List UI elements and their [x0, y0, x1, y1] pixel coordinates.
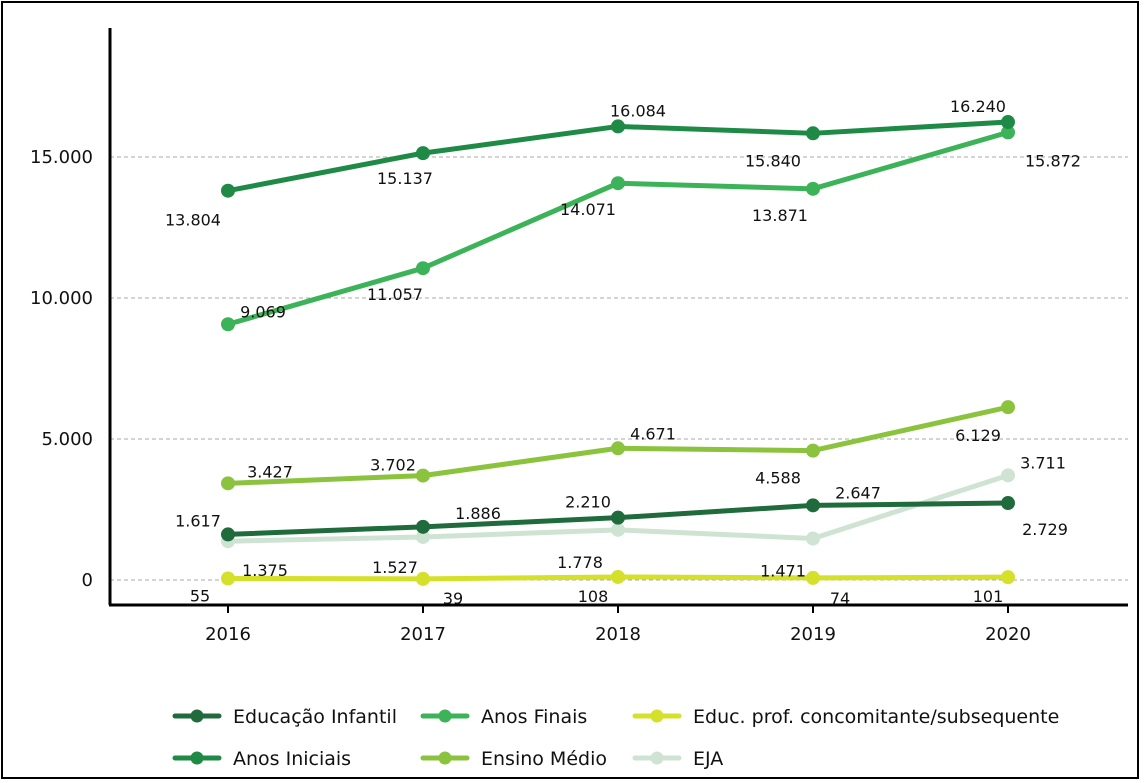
data-label-anos_finais: 15.872 [1025, 151, 1081, 170]
data-label-anos_iniciais: 16.240 [950, 97, 1006, 116]
point-ensino_medio [611, 441, 625, 456]
point-anos_finais [221, 317, 235, 332]
point-ensino_medio [221, 476, 235, 491]
legend-marker-educacao_infantil [190, 709, 204, 723]
point-educ_prof [806, 570, 820, 585]
legend-label-educacao_infantil: Educação Infantil [233, 706, 397, 728]
data-label-educacao_infantil: 2.210 [565, 493, 611, 512]
y-tick-label: 5.000 [41, 429, 93, 450]
point-eja [806, 531, 820, 546]
point-anos_finais [611, 176, 625, 191]
point-educ_prof [416, 571, 430, 586]
legend-marker-eja [650, 751, 664, 765]
legend-label-ensino_medio: Ensino Médio [481, 748, 607, 770]
data-label-educ_prof: 74 [830, 589, 850, 608]
legend: Educação Infantil Anos Iniciais Anos Finai… [172, 706, 1059, 770]
data-label-anos_finais: 11.057 [367, 285, 423, 304]
point-anos_iniciais [806, 126, 820, 141]
data-label-educacao_infantil: 2.729 [1022, 520, 1068, 539]
data-label-eja: 1.375 [242, 561, 288, 580]
data-label-anos_finais: 14.071 [560, 200, 616, 219]
data-label-educ_prof: 55 [190, 586, 210, 605]
data-label-ensino_medio: 3.702 [370, 456, 416, 475]
legend-marker-anos_iniciais [190, 751, 204, 765]
data-label-educ_prof: 101 [973, 587, 1004, 606]
data-label-anos_iniciais: 15.840 [745, 151, 801, 170]
y-tick-labels: 0 5.000 10.000 15.000 [30, 147, 93, 591]
point-eja [611, 522, 625, 537]
y-tick-label: 0 [82, 570, 93, 591]
data-label-educacao_infantil: 1.886 [455, 504, 501, 523]
data-label-educacao_infantil: 2.647 [835, 483, 881, 502]
data-label-educacao_infantil: 1.617 [175, 511, 221, 530]
data-label-eja: 1.778 [557, 553, 603, 572]
axes [108, 28, 1128, 613]
point-educacao_infantil [611, 510, 625, 525]
x-tick-label: 2019 [790, 624, 836, 645]
point-eja [1001, 468, 1015, 483]
series-lines [221, 115, 1015, 586]
point-educ_prof [221, 571, 235, 586]
point-educacao_infantil [806, 498, 820, 513]
data-label-ensino_medio: 3.427 [247, 462, 293, 481]
y-tick-label: 10.000 [30, 288, 93, 309]
data-label-anos_iniciais: 13.804 [165, 211, 221, 230]
legend-label-educ_prof: Educ. prof. concomitante/subsequente [693, 706, 1059, 728]
x-tick-label: 2020 [985, 624, 1031, 645]
data-label-eja: 1.527 [372, 558, 418, 577]
point-anos_finais [806, 181, 820, 196]
data-label-educ_prof: 108 [578, 587, 609, 606]
data-label-ensino_medio: 4.671 [630, 424, 676, 443]
point-anos_iniciais [611, 119, 625, 134]
point-ensino_medio [806, 443, 820, 458]
point-educ_prof [1001, 570, 1015, 585]
legend-label-eja: EJA [693, 748, 723, 770]
series-line-anos_finais [225, 129, 1011, 327]
data-label-ensino_medio: 6.129 [955, 426, 1001, 445]
point-educ_prof [611, 569, 625, 584]
point-anos_iniciais [1001, 115, 1015, 130]
point-anos_iniciais [221, 183, 235, 198]
legend-marker-anos_finais [438, 709, 452, 723]
point-anos_iniciais [416, 146, 430, 161]
point-ensino_medio [416, 468, 430, 483]
legend-label-anos_iniciais: Anos Iniciais [233, 748, 351, 770]
legend-marker-educ_prof [650, 709, 664, 723]
data-label-ensino_medio: 4.588 [755, 469, 801, 488]
data-labels: 1.617 1.886 2.210 2.647 2.729 13.804 15.137 16.… [165, 97, 1081, 608]
point-educacao_infantil [221, 527, 235, 542]
point-eja [416, 529, 430, 544]
data-label-anos_finais: 13.871 [752, 206, 808, 225]
legend-marker-ensino_medio [438, 751, 452, 765]
data-label-anos_iniciais: 16.084 [610, 101, 666, 120]
data-label-anos_iniciais: 15.137 [377, 169, 433, 188]
legend-label-anos_finais: Anos Finais [481, 706, 587, 728]
point-anos_finais [1001, 125, 1015, 140]
data-label-eja: 1.471 [760, 562, 806, 581]
point-anos_finais [416, 261, 430, 276]
point-ensino_medio [1001, 400, 1015, 415]
x-tick-label: 2018 [595, 624, 641, 645]
y-tick-label: 15.000 [30, 147, 93, 168]
data-label-eja: 3.711 [1020, 453, 1066, 472]
x-tick-label: 2017 [400, 624, 446, 645]
x-tick-labels: 2016 2017 2018 2019 2020 [205, 624, 1031, 645]
data-label-educ_prof: 39 [443, 589, 463, 608]
point-educacao_infantil [1001, 496, 1015, 511]
point-educacao_infantil [416, 519, 430, 534]
data-label-anos_finais: 9.069 [240, 302, 286, 321]
x-tick-label: 2016 [205, 624, 251, 645]
